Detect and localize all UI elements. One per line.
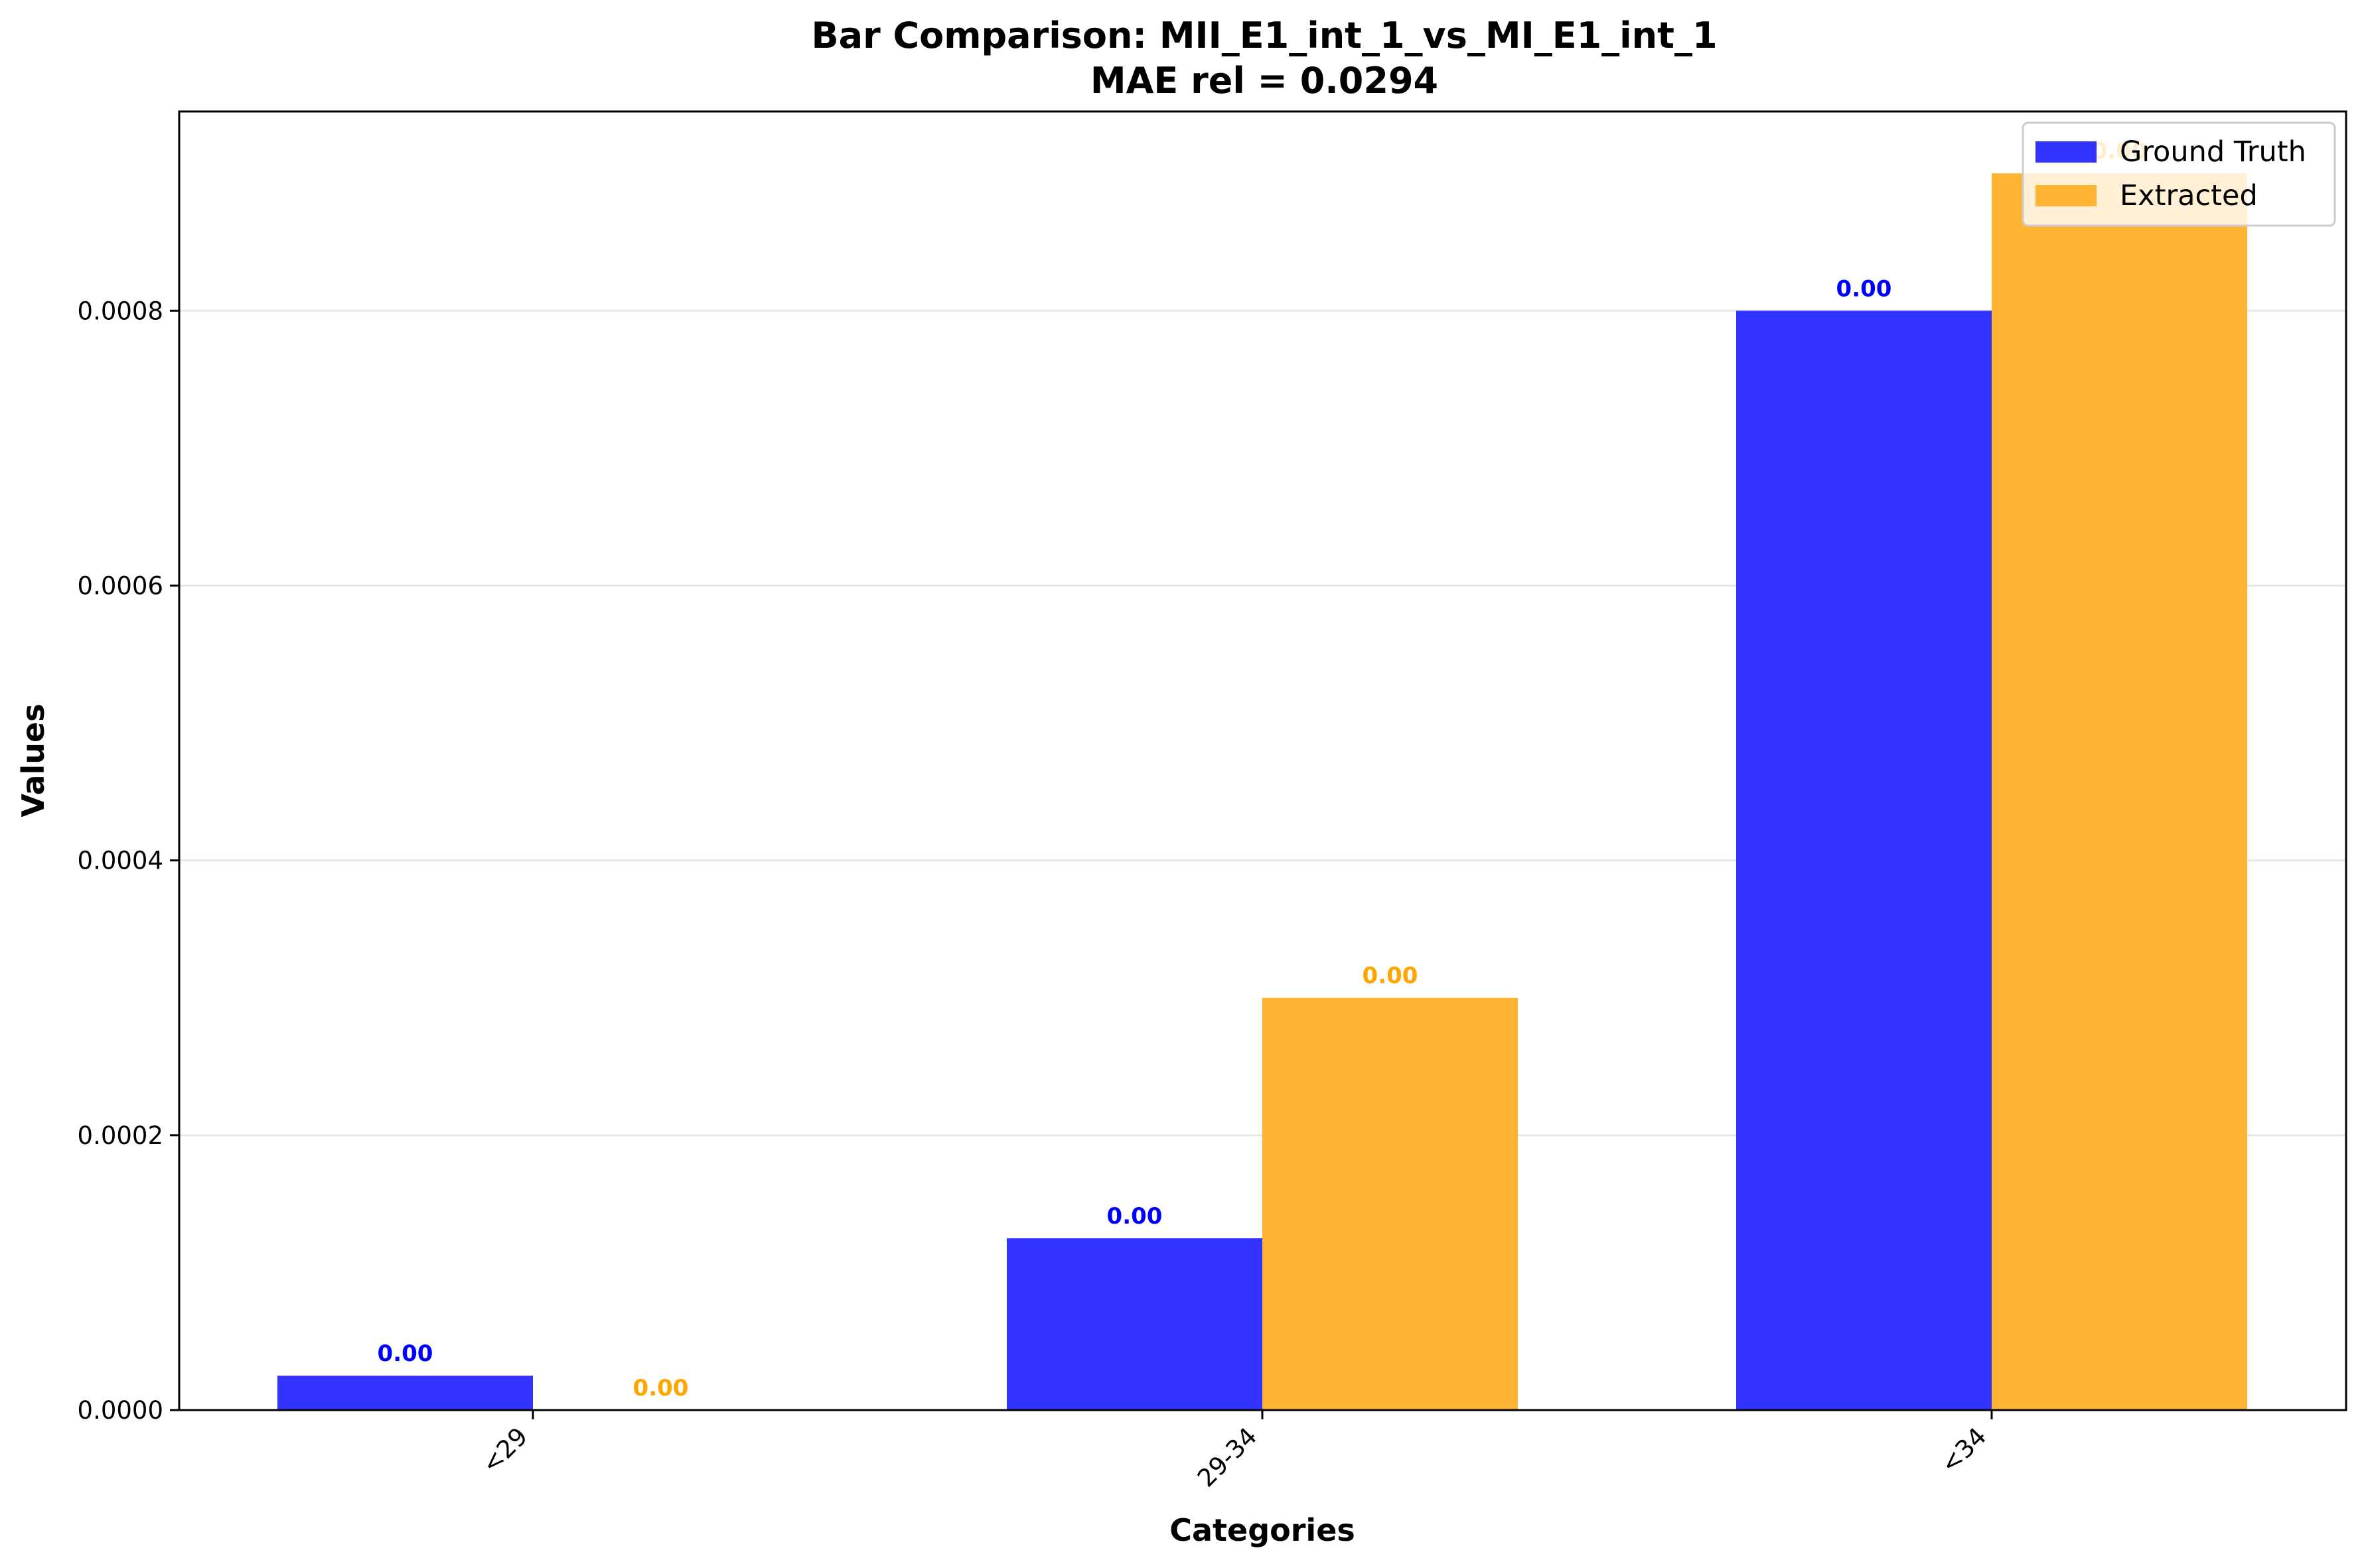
- x-axis-label: Categories: [1169, 1512, 1355, 1548]
- bar-value-label: 0.00: [1836, 275, 1892, 302]
- bar-value-label: 0.00: [1107, 1203, 1163, 1230]
- legend-box: [2022, 121, 2336, 227]
- chart-title: Bar Comparison: MII_E1_int_1_vs_MI_E1_in…: [811, 15, 1717, 56]
- legend: Ground Truth Extracted: [2022, 121, 2336, 227]
- bar-ground-truth: [1007, 1238, 1262, 1410]
- y-tick-label: 0.0004: [78, 847, 163, 875]
- y-tick-label: 0.0006: [78, 571, 163, 600]
- bar-ground-truth: [1736, 311, 1992, 1411]
- legend-swatch-extracted: [2035, 185, 2097, 206]
- y-tick-label: 0.0000: [78, 1396, 163, 1425]
- y-tick-label: 0.0002: [78, 1121, 163, 1150]
- legend-swatch-ground-truth: [2035, 141, 2097, 163]
- bar-extracted: [1262, 997, 1518, 1410]
- bar-value-label: 0.00: [378, 1340, 433, 1367]
- bars: [277, 173, 2247, 1411]
- bar-extracted: [1992, 173, 2247, 1411]
- legend-label-extracted: Extracted: [2120, 179, 2258, 212]
- bar-value-label: 0.00: [633, 1375, 689, 1401]
- chart-subtitle: MAE rel = 0.0294: [1090, 60, 1438, 102]
- legend-label-ground-truth: Ground Truth: [2120, 135, 2306, 169]
- y-axis-label: Values: [15, 703, 51, 817]
- bar-ground-truth: [277, 1376, 533, 1410]
- y-axis-ticks: 0.0000 0.0002 0.0004 0.0006 0.0008: [78, 297, 179, 1425]
- bar-value-label: 0.00: [1363, 963, 1418, 989]
- y-tick-label: 0.0008: [78, 297, 163, 325]
